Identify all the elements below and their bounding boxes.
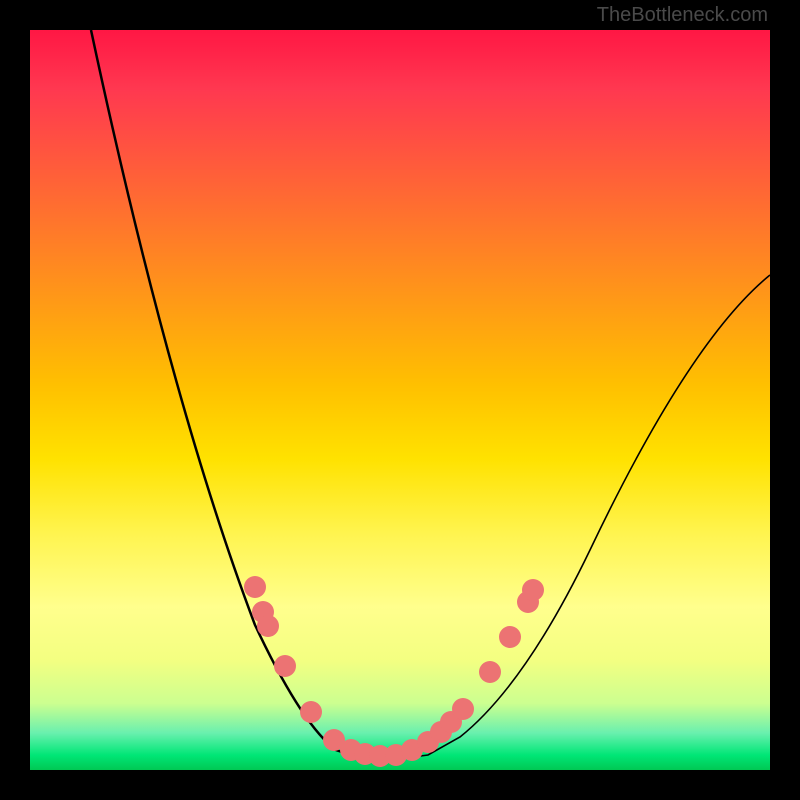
data-marker: [479, 661, 501, 683]
left-curve: [91, 30, 390, 760]
plot-area: [30, 30, 770, 770]
right-curve: [390, 275, 770, 760]
curve-svg: [30, 30, 770, 770]
data-marker: [300, 701, 322, 723]
data-marker: [499, 626, 521, 648]
watermark-text: TheBottleneck.com: [597, 4, 768, 27]
data-marker: [257, 615, 279, 637]
data-marker: [274, 655, 296, 677]
data-marker: [522, 579, 544, 601]
data-marker: [452, 698, 474, 720]
data-marker: [244, 576, 266, 598]
